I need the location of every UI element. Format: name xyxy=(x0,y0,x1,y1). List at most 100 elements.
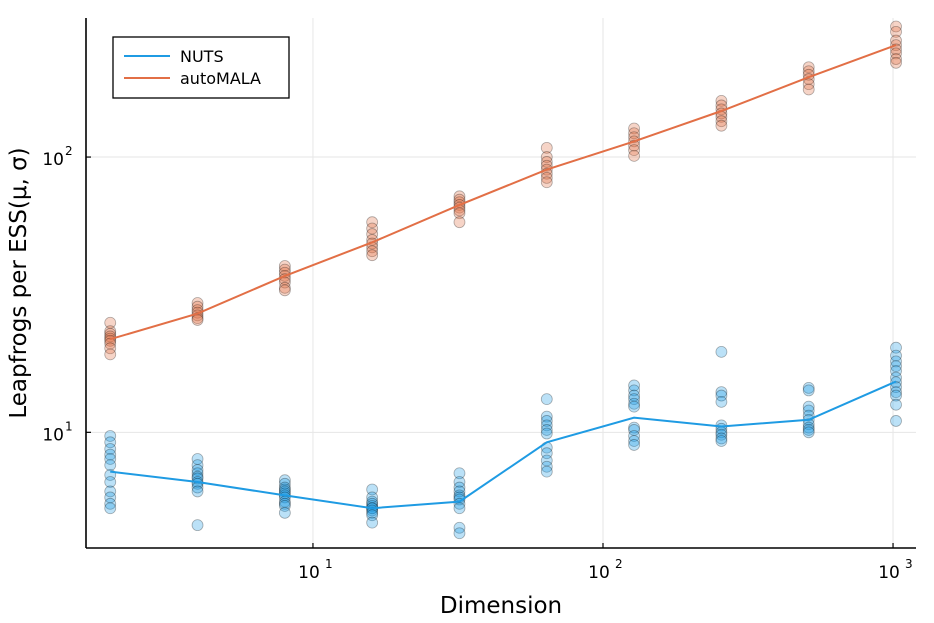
automala-point xyxy=(890,25,902,38)
nuts-mean-line xyxy=(110,380,897,510)
y-tick-label: 10 xyxy=(42,425,64,445)
automala-point xyxy=(278,260,291,272)
nuts-point xyxy=(366,495,379,508)
nuts-point xyxy=(366,516,379,529)
nuts-point xyxy=(890,341,902,354)
nuts-point xyxy=(366,497,379,510)
automala-point xyxy=(191,297,204,309)
nuts-point xyxy=(191,453,204,465)
y-tick-exponent: 1 xyxy=(65,419,73,433)
series-automala xyxy=(104,20,902,361)
automala-point xyxy=(453,190,466,203)
automala-point xyxy=(453,207,466,220)
legend-label-nuts: NUTS xyxy=(180,47,224,66)
automala-point xyxy=(628,122,640,135)
x-tick-label: 10 xyxy=(298,563,320,583)
nuts-point xyxy=(890,371,902,384)
nuts-point xyxy=(715,345,728,358)
automala-point xyxy=(628,149,640,162)
automala-point xyxy=(104,337,117,350)
automala-point xyxy=(366,245,379,258)
nuts-point xyxy=(453,485,466,498)
axes xyxy=(85,18,916,549)
nuts-point xyxy=(802,426,815,439)
nuts-point xyxy=(278,506,291,519)
automala-point xyxy=(890,39,902,52)
nuts-point xyxy=(104,491,117,504)
automala-point xyxy=(890,20,902,33)
nuts-point xyxy=(453,502,466,515)
automala-point xyxy=(366,228,379,240)
nuts-point xyxy=(104,448,117,461)
automala-point xyxy=(104,325,117,338)
nuts-point xyxy=(453,527,466,540)
automala-point xyxy=(540,151,553,163)
nuts-point xyxy=(628,421,640,434)
nuts-point xyxy=(628,379,640,392)
automala-point xyxy=(104,342,117,355)
automala-point xyxy=(890,56,902,69)
nuts-point xyxy=(104,502,117,515)
nuts-point xyxy=(191,485,204,498)
nuts-point xyxy=(628,384,640,397)
y-tick-label: 10 xyxy=(42,150,64,170)
nuts-point xyxy=(628,397,640,410)
x-axis-title: Dimension xyxy=(440,593,562,619)
nuts-point xyxy=(540,419,553,432)
nuts-point xyxy=(628,389,640,402)
automala-point xyxy=(104,348,117,361)
ticks: 10 1 10 2 10 310 110 2 xyxy=(42,144,912,583)
nuts-point xyxy=(715,435,728,447)
nuts-point xyxy=(628,393,640,406)
nuts-point xyxy=(628,439,640,451)
nuts-point xyxy=(104,436,117,449)
nuts-point xyxy=(453,476,466,488)
nuts-point xyxy=(715,386,728,399)
nuts-point xyxy=(802,384,815,397)
nuts-point xyxy=(628,430,640,442)
automala-point xyxy=(802,78,815,91)
nuts-point xyxy=(540,460,553,473)
nuts-point xyxy=(802,421,815,434)
nuts-point xyxy=(104,453,117,465)
nuts-point xyxy=(628,400,640,413)
nuts-point xyxy=(104,443,117,455)
nuts-point xyxy=(104,430,117,442)
automala-point xyxy=(715,94,728,107)
automala-point xyxy=(366,249,379,262)
nuts-point xyxy=(540,415,553,427)
nuts-point xyxy=(104,485,117,498)
automala-point xyxy=(715,115,728,128)
legend: NUTS autoMALA xyxy=(112,36,290,99)
nuts-point xyxy=(890,386,902,399)
automala-point xyxy=(802,61,815,74)
series-nuts xyxy=(104,341,902,540)
automala-point xyxy=(802,83,815,96)
nuts-point xyxy=(104,459,117,472)
nuts-point xyxy=(366,491,379,504)
nuts-point xyxy=(191,467,204,480)
y-tick-exponent: 2 xyxy=(65,144,73,158)
nuts-point xyxy=(628,435,640,447)
nuts-point xyxy=(715,428,728,441)
nuts-point xyxy=(802,400,815,413)
automala-mean-line xyxy=(109,44,897,341)
y-axis-title: Leapfrogs per ESS(μ, σ) xyxy=(6,147,32,418)
automala-point xyxy=(278,281,291,294)
legend-label-automala: autoMALA xyxy=(180,69,261,88)
nuts-point xyxy=(890,355,902,368)
nuts-point xyxy=(540,393,553,406)
series-layer xyxy=(104,20,902,540)
automala-point xyxy=(366,222,379,235)
nuts-point xyxy=(715,389,728,402)
nuts-point xyxy=(540,454,553,467)
x-tick-exponent: 2 xyxy=(615,557,623,571)
automala-point xyxy=(890,53,902,65)
nuts-point xyxy=(802,424,815,436)
nuts-point xyxy=(802,404,815,417)
nuts-point xyxy=(453,521,466,534)
nuts-point xyxy=(890,415,902,427)
nuts-point xyxy=(540,424,553,436)
nuts-point xyxy=(191,519,204,532)
